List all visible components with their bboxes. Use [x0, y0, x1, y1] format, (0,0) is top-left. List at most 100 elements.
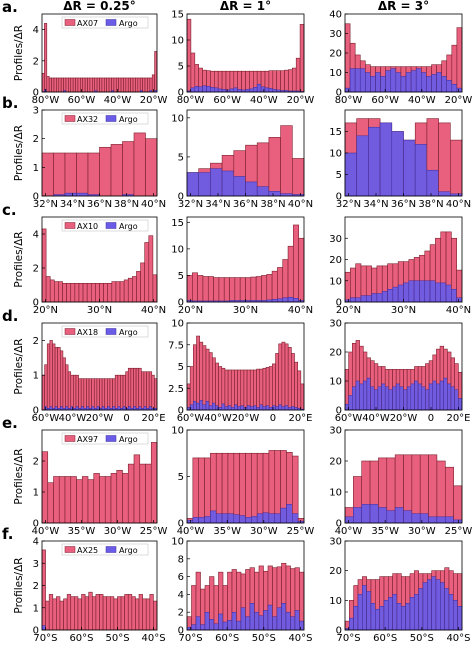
legend-label-argo: Argo [119, 328, 138, 337]
y-tick-label: 1 [33, 163, 39, 174]
x-tick-label: 25°W [287, 526, 315, 537]
x-tick-label: 38°N [114, 199, 139, 210]
xbt-bar [153, 600, 158, 631]
y-tick-label: 0 [33, 519, 39, 530]
x-tick-label: 40°N [141, 199, 166, 210]
xbt-bar [291, 353, 295, 411]
argo-bar [274, 513, 281, 524]
xbt-bar [122, 374, 126, 411]
argo-bar [413, 280, 420, 303]
argo-bar [379, 122, 393, 197]
x-tick-label: 40°W [32, 526, 60, 537]
argo-bar [287, 296, 294, 303]
argo-bar [350, 297, 356, 303]
xbt-bar [65, 77, 69, 93]
argo-bar [414, 594, 419, 631]
argo-bar [425, 389, 430, 411]
y-tick-label: 5 [178, 472, 184, 483]
argo-bar [218, 613, 224, 631]
x-tick-label: 60°S [215, 633, 239, 644]
xbt-bar [133, 454, 141, 524]
argo-bar [392, 594, 398, 631]
argo-bar [193, 401, 197, 411]
argo-bar [49, 406, 53, 411]
y-tick-label: 20 [329, 255, 342, 266]
xbt-bar [189, 366, 194, 411]
xbt-bar [449, 139, 463, 197]
argo-bar [190, 87, 196, 93]
argo-bar [65, 406, 69, 411]
argo-bar [292, 513, 299, 524]
xbt-bar [44, 23, 48, 93]
argo-bar [216, 513, 223, 524]
xbt-bar [453, 485, 463, 524]
legend-swatch-xbt [64, 435, 76, 442]
argo-bar [280, 507, 287, 524]
x-tick-label: 60°W [32, 413, 60, 424]
xbt-bar [63, 598, 68, 631]
y-tick-label: 7.5 [168, 340, 184, 351]
xbt-bar [41, 549, 46, 631]
xbt-bar [131, 596, 136, 631]
argo-bar [267, 604, 273, 631]
xbt-bar [82, 77, 86, 93]
xbt-bar [287, 245, 294, 303]
y-tick-label: 2 [178, 608, 184, 619]
legend-label-argo: Argo [119, 115, 138, 124]
xbt-bar [120, 596, 125, 631]
xbt-bar [287, 347, 292, 411]
argo-bar [453, 600, 458, 631]
axes-frame [41, 429, 158, 524]
xbt-bar [193, 344, 197, 411]
xbt-bar [123, 77, 127, 93]
argo-bar [390, 68, 397, 93]
x-tick-label: 36°N [391, 199, 416, 210]
xbt-bar [245, 70, 250, 93]
xbt-bar [249, 369, 254, 411]
argo-bar [227, 405, 232, 411]
argo-bar [378, 507, 388, 524]
xbt-bar [77, 598, 82, 631]
xbt-bar [233, 452, 240, 524]
xbt-bar [237, 70, 242, 93]
x-tick-label: 40°N [446, 199, 471, 210]
y-tick-label: 0 [33, 298, 39, 309]
panel-r0-c0 [41, 13, 158, 93]
argo-bar [198, 517, 205, 524]
xbt-bar [146, 371, 150, 411]
argo-bar [356, 135, 369, 197]
argo-bar [349, 68, 356, 93]
argo-bar [457, 606, 463, 631]
xbt-bar [99, 378, 103, 411]
xbt-bar [67, 371, 72, 411]
y-tick-label: 15 [329, 127, 342, 138]
argo-bar [409, 597, 415, 631]
x-tick-label: 60°S [69, 633, 93, 644]
argo-bar [428, 383, 433, 411]
argo-bar [256, 513, 264, 524]
xbt-bar [130, 367, 134, 411]
panel-r5-c1 [186, 540, 305, 631]
xbt-bar [104, 378, 108, 411]
xbt-bar [200, 588, 206, 631]
x-tick-label: 80°W [177, 95, 205, 106]
x-tick-label: 20°N [336, 305, 361, 316]
argo-bar [417, 383, 423, 411]
argo-bar [117, 406, 121, 411]
panel-r3-c2 [344, 322, 463, 411]
argo-bar [395, 383, 401, 411]
argo-bar [410, 70, 417, 93]
argo-bar [405, 72, 412, 93]
argo-bar [428, 516, 438, 524]
legend-label-xbt: AX07 [77, 19, 98, 28]
x-tick-label: 60°W [335, 413, 363, 424]
xbt-bar [293, 224, 299, 303]
argo-bar [210, 510, 217, 524]
x-tick-label: 30°W [104, 526, 132, 537]
legend-box [61, 432, 149, 445]
xbt-bar [49, 340, 53, 411]
argo-bar [371, 293, 378, 303]
xbt-bar [118, 77, 122, 93]
argo-bar [276, 607, 282, 631]
row-letter: c. [2, 201, 17, 219]
